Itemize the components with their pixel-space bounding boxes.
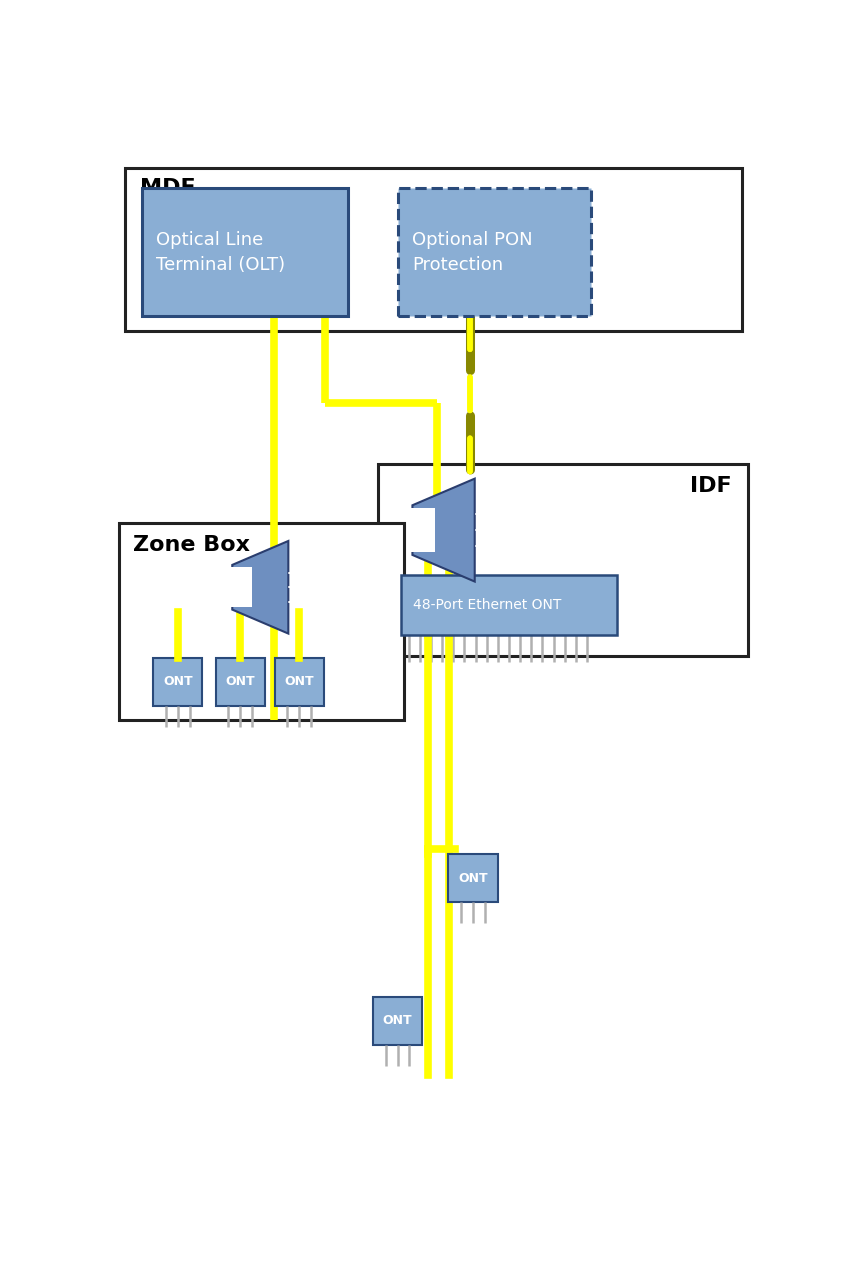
Bar xyxy=(275,658,324,705)
Bar xyxy=(142,188,349,316)
Text: ONT: ONT xyxy=(225,676,255,689)
Bar xyxy=(398,188,591,316)
Bar xyxy=(125,169,742,332)
Bar xyxy=(378,465,748,657)
Bar xyxy=(448,854,497,901)
Bar xyxy=(231,567,252,607)
Bar xyxy=(373,997,422,1044)
Text: ONT: ONT xyxy=(458,872,488,884)
Text: ONT: ONT xyxy=(382,1015,412,1028)
Text: Zone Box: Zone Box xyxy=(134,535,250,556)
Bar xyxy=(153,658,202,705)
Bar xyxy=(411,508,435,552)
Text: ONT: ONT xyxy=(163,676,193,689)
Text: ONT: ONT xyxy=(284,676,314,689)
Text: MDF: MDF xyxy=(140,178,195,198)
Bar xyxy=(216,658,265,705)
Bar xyxy=(401,576,618,635)
Bar xyxy=(118,524,404,721)
Polygon shape xyxy=(413,479,475,581)
Text: IDF: IDF xyxy=(690,476,732,495)
Text: Optical Line
Terminal (OLT): Optical Line Terminal (OLT) xyxy=(157,230,285,274)
Text: Optional PON
Protection: Optional PON Protection xyxy=(412,230,533,274)
Polygon shape xyxy=(233,541,288,634)
Text: 48-Port Ethernet ONT: 48-Port Ethernet ONT xyxy=(413,598,561,612)
